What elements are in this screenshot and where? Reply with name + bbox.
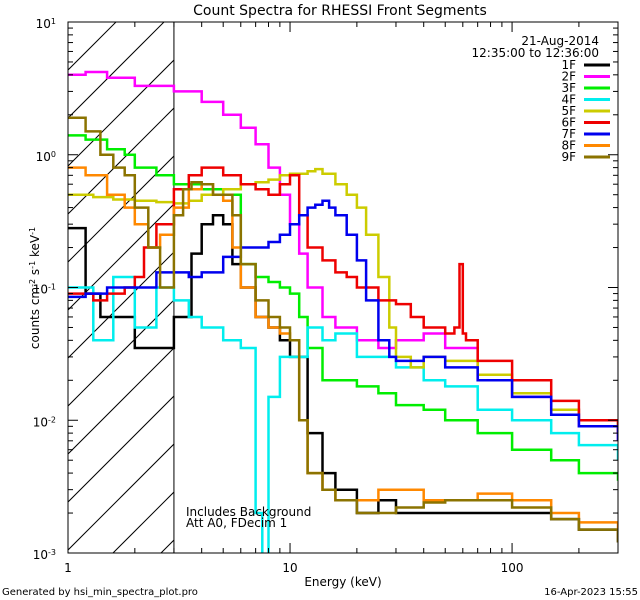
x-axis-label: Energy (keV) bbox=[304, 575, 381, 589]
series-line-3F bbox=[68, 134, 618, 481]
axis-ticks bbox=[67, 21, 619, 554]
x-tick-labels: 1 10 100 bbox=[64, 561, 523, 575]
legend-label-5F: 5F bbox=[561, 104, 576, 118]
legend-label-9F: 9F bbox=[561, 150, 576, 164]
footer-timestamp: 16-Apr-2023 15:55 bbox=[544, 587, 638, 598]
hatch-line bbox=[68, 59, 174, 167]
legend-label-3F: 3F bbox=[561, 81, 576, 95]
series-line-1F bbox=[68, 214, 618, 543]
annotation-attenuator: Att A0, FDecim 1 bbox=[186, 516, 287, 530]
legend-label-6F: 6F bbox=[561, 116, 576, 130]
legend-label-1F: 1F bbox=[561, 58, 576, 72]
legend-label-8F: 8F bbox=[561, 139, 576, 153]
series-line-2F bbox=[68, 70, 618, 441]
series-line-4F bbox=[68, 275, 618, 553]
y-axis-label: counts cm-2 s-1 keV-1 bbox=[28, 227, 43, 349]
legend-label-4F: 4F bbox=[561, 93, 576, 107]
y-tick-label: 10-2 bbox=[33, 415, 56, 430]
legend-label-2F: 2F bbox=[561, 70, 576, 84]
time-range-label: 12:35:00 to 12:36:00 bbox=[472, 46, 599, 60]
annotation-background: Includes Background bbox=[186, 505, 311, 519]
y-tick-label: 10-1 bbox=[33, 282, 56, 297]
series-line-6F bbox=[68, 166, 618, 434]
y-tick-label: 10-3 bbox=[33, 548, 56, 563]
chart-title: Count Spectra for RHESSI Front Segments bbox=[193, 3, 487, 19]
y-tick-label: 101 bbox=[36, 17, 56, 32]
hatch-line bbox=[68, 22, 165, 119]
hatch-line bbox=[68, 107, 174, 215]
series-lines bbox=[68, 70, 618, 553]
series-line-9F bbox=[68, 116, 618, 543]
x-tick-label: 1 bbox=[64, 561, 72, 575]
series-line-5F bbox=[68, 167, 618, 427]
y-tick-labels: 10-3 10-2 10-1 100 101 bbox=[33, 17, 56, 563]
hatch-line bbox=[68, 395, 174, 503]
date-label: 21-Aug-2014 bbox=[521, 34, 599, 48]
hatch-line bbox=[68, 443, 174, 551]
y-tick-label: 100 bbox=[36, 149, 56, 164]
x-tick-label: 100 bbox=[501, 561, 524, 575]
series-line-8F bbox=[68, 166, 618, 538]
legend-label-7F: 7F bbox=[561, 127, 576, 141]
x-tick-label: 10 bbox=[282, 561, 297, 575]
footer-generated-by: Generated by hsi_min_spectra_plot.pro bbox=[2, 587, 198, 598]
series-line-7F bbox=[68, 199, 618, 441]
hatch-line bbox=[68, 22, 117, 71]
